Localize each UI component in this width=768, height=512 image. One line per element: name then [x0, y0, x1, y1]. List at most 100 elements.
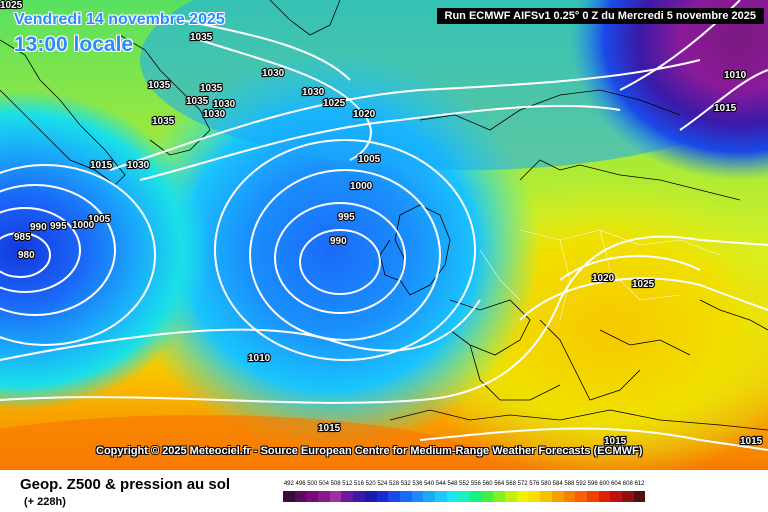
legend-swatch	[434, 491, 447, 502]
coastlines	[0, 0, 768, 431]
isobar-label: 1035	[190, 32, 213, 43]
legend-label: 552	[459, 481, 470, 487]
legend-label: 568	[505, 481, 516, 487]
isobar-label: 1005	[358, 154, 381, 165]
isobar-label: 1010	[248, 353, 271, 364]
legend-label: 516	[353, 481, 364, 487]
legend-entry: 516	[353, 481, 365, 503]
isobar-label: 1025	[632, 279, 655, 290]
copyright-notice: Copyright © 2025 Meteociel.fr - Source E…	[96, 445, 643, 457]
legend-label: 512	[342, 481, 353, 487]
isobar-label: 1015	[90, 160, 113, 171]
isobar-label: 1030	[127, 160, 150, 171]
legend-label: 564	[494, 481, 505, 487]
forecast-date: Vendredi 14 novembre 2025	[14, 11, 225, 28]
isobar-label: 1015	[318, 423, 341, 434]
legend-entry: 528	[388, 481, 400, 503]
isobar-label: 1020	[353, 109, 376, 120]
legend-swatch	[610, 491, 622, 502]
legend-entry: 588	[563, 481, 576, 503]
legend-entry: 512	[341, 481, 354, 503]
legend-label: 520	[365, 481, 376, 487]
legend-label: 544	[435, 481, 446, 487]
legend-entry: 536	[411, 481, 424, 503]
isobar-label: 1030	[213, 99, 236, 110]
legend-swatch	[598, 491, 611, 502]
isobar-label: 1015	[740, 436, 763, 447]
legend-label: 600	[599, 481, 610, 487]
legend-label: 584	[552, 481, 563, 487]
legend-entry: 496	[294, 481, 307, 503]
isobar-label: 1015	[714, 103, 737, 114]
legend-entry: 500	[306, 481, 319, 503]
legend-swatch	[528, 491, 541, 502]
legend-entry: 552	[458, 481, 470, 503]
legend-label: 504	[318, 481, 329, 487]
isobar-label: 1010	[724, 70, 747, 81]
legend-label: 612	[634, 481, 645, 487]
legend-entry: 564	[493, 481, 506, 503]
legend-swatch	[318, 491, 330, 502]
isobar-label: 1025	[323, 98, 346, 109]
isobar-label: 995	[50, 221, 67, 232]
legend-swatch	[621, 491, 634, 502]
legend-swatch	[364, 491, 377, 502]
legend-entry: 584	[551, 481, 564, 503]
legend-label: 588	[564, 481, 575, 487]
isobar-label: 1000	[72, 220, 95, 231]
legend-label: 536	[412, 481, 423, 487]
legend-swatch	[423, 491, 435, 502]
legend-entry: 580	[540, 481, 552, 503]
legend-swatch	[575, 491, 587, 502]
isobar-label: 1035	[148, 80, 171, 91]
legend-label: 540	[424, 481, 435, 487]
isobar-label: 1035	[152, 116, 175, 127]
legend-swatch	[493, 491, 506, 502]
legend-swatch	[341, 491, 354, 502]
z500-orange-south	[0, 415, 500, 470]
legend-entry: 532	[399, 481, 412, 503]
legend-swatch	[505, 491, 517, 502]
legend-label: 532	[400, 481, 411, 487]
legend-swatch	[329, 491, 342, 502]
legend-label: 560	[482, 481, 493, 487]
legend-label: 492	[283, 481, 294, 487]
legend-entry: 568	[505, 481, 517, 503]
color-legend: 492 496 500 504 508 512 516 520 524 528 532 536 540 5…	[283, 481, 646, 503]
legend-swatch	[399, 491, 412, 502]
isobar-label: 1020	[592, 273, 615, 284]
legend-label: 592	[576, 481, 587, 487]
legend-swatch	[633, 491, 646, 502]
legend-entry: 508	[329, 481, 342, 503]
isobar-label: 1005	[88, 214, 111, 225]
legend-entry: 544	[434, 481, 447, 503]
isobar-label: 1000	[350, 181, 373, 192]
legend-swatch	[376, 491, 389, 502]
legend-label: 596	[587, 481, 598, 487]
isobar-label: 1035	[186, 96, 209, 107]
isobar-label: 1030	[302, 87, 325, 98]
map-parameter-title: Geop. Z500 & pression au sol	[20, 476, 231, 493]
legend-entry: 572	[516, 481, 529, 503]
legend-entry: 548	[446, 481, 459, 503]
legend-swatch	[516, 491, 529, 502]
legend-swatch	[551, 491, 564, 502]
legend-entry: 592	[575, 481, 587, 503]
legend-swatch	[470, 491, 482, 502]
legend-entry: 560	[481, 481, 494, 503]
isobar-label: 980	[18, 250, 35, 261]
legend-swatch	[294, 491, 307, 502]
forecast-local-time: 13:00 locale	[14, 33, 134, 56]
legend-entry: 540	[423, 481, 435, 503]
legend-label: 576	[529, 481, 540, 487]
isobar-label: 1035	[200, 83, 223, 94]
legend-entry: 492	[283, 481, 295, 503]
isobar-label: 995	[338, 212, 355, 223]
isobar-label: 1025	[0, 0, 23, 11]
z500-low-northeast	[570, 0, 768, 180]
legend-entry: 612	[633, 481, 646, 503]
isobar-label: 1030	[203, 109, 226, 120]
legend-swatch	[481, 491, 494, 502]
legend-label: 548	[447, 481, 458, 487]
legend-label: 608	[622, 481, 633, 487]
